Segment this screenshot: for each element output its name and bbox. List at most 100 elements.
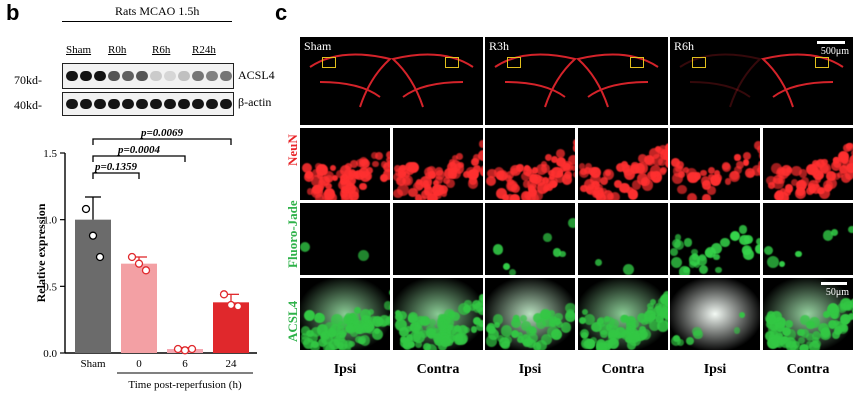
- column-footer: Contra: [601, 362, 645, 377]
- cell-signal: [849, 155, 853, 167]
- overview-panel: R6h 500μm: [670, 37, 853, 125]
- cell-signal: [670, 335, 682, 347]
- cell-signal: [405, 334, 413, 342]
- cell-signal: [849, 298, 853, 310]
- cell-signal: [542, 185, 550, 193]
- cell-signal: [540, 333, 552, 346]
- cell-signal: [398, 326, 409, 337]
- cell-signal: [657, 319, 668, 332]
- cell-signal: [349, 159, 358, 168]
- cell-signal: [671, 158, 680, 167]
- blot-band: [164, 71, 176, 81]
- cell-signal: [440, 336, 452, 348]
- cell-signal: [306, 188, 314, 195]
- cell-signal: [779, 188, 786, 195]
- scale-bar-label: 50μm: [825, 287, 849, 298]
- cell-signal: [697, 255, 708, 266]
- blot-band: [164, 99, 176, 109]
- cell-signal: [510, 317, 521, 328]
- detail-panel-fluoro_jade: [300, 203, 390, 275]
- cell-signal: [598, 323, 610, 335]
- cell-signal: [339, 174, 349, 184]
- cell-signal: [756, 237, 760, 245]
- blot-band: [94, 71, 106, 81]
- cell-signal: [805, 320, 815, 330]
- cell-signal: [714, 173, 723, 182]
- data-point: [81, 204, 91, 214]
- cell-signal: [768, 182, 775, 190]
- cell-signal: [468, 303, 477, 312]
- cell-signal: [435, 175, 444, 184]
- scale-bar-label: 500μm: [820, 46, 849, 57]
- cell-signal: [754, 141, 760, 150]
- cell-signal: [368, 308, 375, 315]
- cell-signal: [734, 154, 741, 161]
- cell-signal: [317, 338, 327, 348]
- cell-signal: [407, 312, 419, 324]
- cell-signal: [508, 268, 516, 275]
- blot-band: [108, 71, 120, 81]
- cell-signal: [451, 312, 461, 322]
- blot-band: [80, 71, 92, 81]
- cell-signal: [512, 315, 520, 322]
- cell-signal: [671, 238, 681, 248]
- x-tick-label: 0: [136, 358, 142, 370]
- cell-signal: [631, 180, 642, 190]
- cell-signal: [606, 193, 614, 200]
- cell-signal: [329, 164, 337, 171]
- cell-signal: [565, 309, 575, 318]
- cell-signal: [349, 191, 359, 200]
- cell-signal: [795, 250, 802, 258]
- cell-signal: [677, 171, 685, 179]
- cell-signal: [359, 335, 371, 347]
- western-blot-acsl4: [62, 63, 234, 89]
- cell-signal: [561, 322, 572, 333]
- cell-signal: [478, 150, 483, 162]
- cell-signal: [300, 242, 311, 253]
- cell-signal: [646, 302, 654, 310]
- cell-signal: [497, 169, 508, 180]
- cell-signal: [330, 330, 343, 342]
- cell-signal: [505, 174, 513, 182]
- cell-signal: [547, 325, 559, 338]
- cell-signal: [838, 164, 848, 174]
- cell-signal: [312, 184, 322, 195]
- cell-signal: [845, 303, 853, 311]
- cell-signal: [822, 311, 830, 319]
- cell-signal: [352, 171, 360, 179]
- cell-signal: [662, 296, 668, 304]
- cell-signal: [580, 184, 588, 193]
- cell-signal: [800, 315, 810, 325]
- cell-signal: [654, 313, 664, 324]
- p-value-label: p=0.0069: [140, 127, 184, 139]
- cell-signal: [832, 319, 840, 327]
- cell-signal: [478, 294, 483, 302]
- cell-signal: [339, 329, 347, 337]
- row-label-acsl4: ACSL4: [285, 300, 300, 342]
- cell-signal: [478, 140, 483, 149]
- cell-signal: [795, 180, 807, 191]
- cell-signal: [473, 317, 482, 326]
- detail-panel-acsl4: [670, 278, 760, 350]
- cell-signal: [439, 327, 452, 339]
- cell-signal: [568, 154, 575, 166]
- scale-bar: [817, 41, 845, 44]
- cell-signal: [551, 156, 558, 163]
- detail-panel-acsl4: [393, 278, 483, 350]
- blot-band: [192, 99, 204, 109]
- cell-signal: [424, 186, 434, 196]
- cell-signal: [572, 170, 575, 179]
- cell-signal: [528, 333, 538, 343]
- cell-signal: [510, 329, 520, 339]
- cell-signal: [531, 167, 539, 174]
- cell-signal: [329, 339, 340, 350]
- data-point: [180, 346, 190, 355]
- cell-signal: [813, 169, 824, 181]
- blot-band: [220, 99, 232, 109]
- cell-signal: [591, 189, 601, 199]
- cell-signal: [688, 254, 701, 266]
- cell-signal: [329, 330, 336, 337]
- cell-signal: [730, 231, 741, 242]
- cell-signal: [597, 318, 605, 326]
- cell-signal: [520, 334, 532, 345]
